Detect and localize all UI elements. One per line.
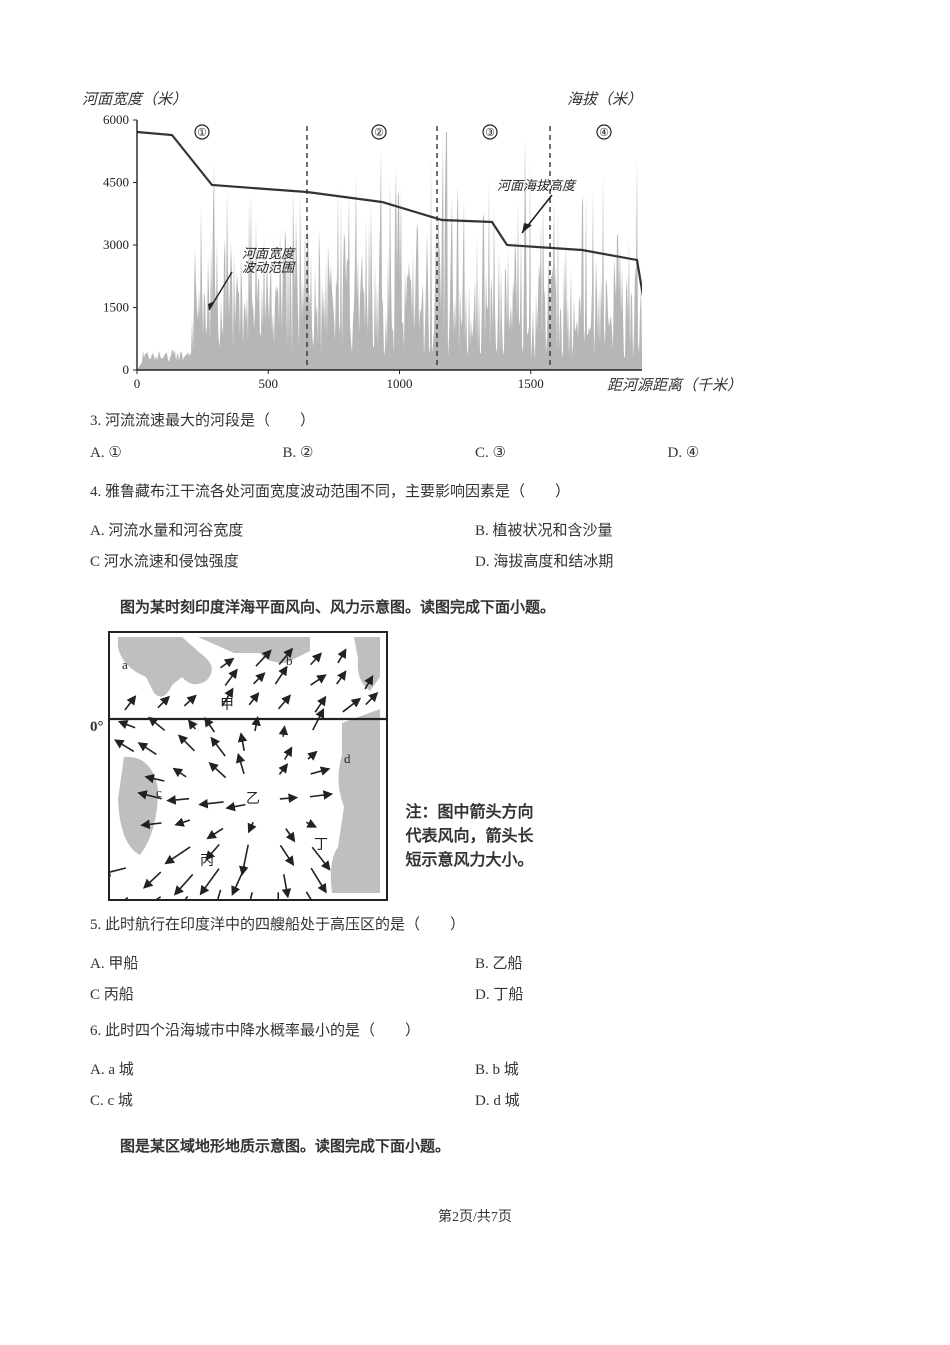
svg-text:6000: 6000 (103, 112, 129, 127)
svg-text:0: 0 (123, 362, 130, 377)
q3-text: 3. 河流流速最大的河段是（ ） (90, 409, 860, 433)
svg-text:河面宽度 波动范围: 河面宽度 波动范围 (242, 246, 297, 275)
intro-2: 图为某时刻印度洋海平面风向、风力示意图。读图完成下面小题。 (90, 596, 860, 617)
svg-text:3000: 3000 (103, 237, 129, 252)
svg-text:4500: 4500 (103, 175, 129, 190)
q4-opt-a[interactable]: A. 河流水量和河谷宽度 (90, 519, 475, 540)
page-footer: 第2页/共7页 (90, 1206, 860, 1226)
q3-opt-d[interactable]: D. ④ (668, 443, 861, 462)
q3-opt-c[interactable]: C. ③ (475, 443, 668, 462)
q6-opt-c[interactable]: C. c 城 (90, 1089, 475, 1110)
intro-3: 图是某区域地形地质示意图。读图完成下面小题。 (90, 1135, 860, 1156)
svg-text:④: ④ (599, 127, 609, 139)
svg-text:1500: 1500 (518, 376, 544, 391)
svg-text:③: ③ (485, 127, 495, 139)
q6-opt-b[interactable]: B. b 城 (475, 1058, 860, 1079)
chart1-x-label: 距河源距离（千米） (607, 374, 742, 395)
q6-text: 6. 此时四个沿海城市中降水概率最小的是（ ） (90, 1019, 860, 1043)
q3-opt-b[interactable]: B. ② (283, 443, 476, 462)
map-label-a: a (122, 657, 128, 672)
map-label-bing: 丙 (200, 854, 214, 869)
label-fluct2: 波动范围 (242, 260, 296, 275)
q6-opt-a[interactable]: A. a 城 (90, 1058, 475, 1079)
q5-opt-b[interactable]: B. 乙船 (475, 952, 860, 973)
chart1-left-title: 河面宽度（米） (82, 88, 187, 109)
q4-opt-b[interactable]: B. 植被状况和含沙量 (475, 519, 860, 540)
q5-options: A. 甲船 B. 乙船 C 丙船 D. 丁船 (90, 947, 860, 1009)
svg-text:500: 500 (259, 376, 279, 391)
chart-1: 河面宽度（米） 海拔（米） 距河源距离（千米） ①②③④ 01500300045… (82, 90, 642, 395)
map-indian-ocean: a b c d 甲 乙 丙 丁 (108, 631, 388, 901)
figure-2-note: 注：图中箭头方向代表风向，箭头长短示意风力大小。 (406, 801, 536, 873)
q6-opt-d[interactable]: D. d 城 (475, 1089, 860, 1110)
q5-opt-d[interactable]: D. 丁船 (475, 983, 860, 1004)
map-label-ding: 丁 (314, 838, 328, 853)
svg-text:②: ② (374, 127, 384, 139)
q5-opt-c[interactable]: C 丙船 (90, 983, 475, 1004)
svg-text:0: 0 (134, 376, 141, 391)
map-label-c: c (156, 785, 162, 800)
map-label-jia: 甲 (220, 698, 234, 713)
q4-opt-c[interactable]: C 河水流速和侵蚀强度 (90, 550, 475, 571)
figure-2-row: 0° a b c (90, 631, 860, 901)
q4-text: 4. 雅鲁藏布江干流各处河面宽度波动范围不同，主要影响因素是（ ） (90, 480, 860, 504)
q3-opt-a[interactable]: A. ① (90, 443, 283, 462)
svg-text:1500: 1500 (103, 300, 129, 315)
svg-text:1000: 1000 (387, 376, 413, 391)
q6-options: A. a 城 B. b 城 C. c 城 D. d 城 (90, 1053, 860, 1115)
chart1-right-title: 海拔（米） (567, 88, 642, 109)
q4-opt-d[interactable]: D. 海拔高度和结冰期 (475, 550, 860, 571)
equator-label: 0° (90, 719, 104, 736)
label-fluct1: 河面宽度 (242, 246, 296, 261)
q3-options: A. ① B. ② C. ③ D. ④ (90, 443, 860, 462)
map-label-yi: 乙 (246, 791, 260, 807)
q4-options: A. 河流水量和河谷宽度 B. 植被状况和含沙量 C 河水流速和侵蚀强度 D. … (90, 514, 860, 576)
map-label-d: d (344, 751, 351, 766)
label-elev: 河面海拔高度 (497, 178, 577, 193)
map-label-b: b (286, 653, 293, 668)
q5-text: 5. 此时航行在印度洋中的四艘船处于高压区的是（ ） (90, 913, 860, 937)
svg-text:①: ① (197, 127, 207, 139)
chart1-svg: ①②③④ 01500300045006000 01400280042005600… (82, 90, 642, 395)
q5-opt-a[interactable]: A. 甲船 (90, 952, 475, 973)
